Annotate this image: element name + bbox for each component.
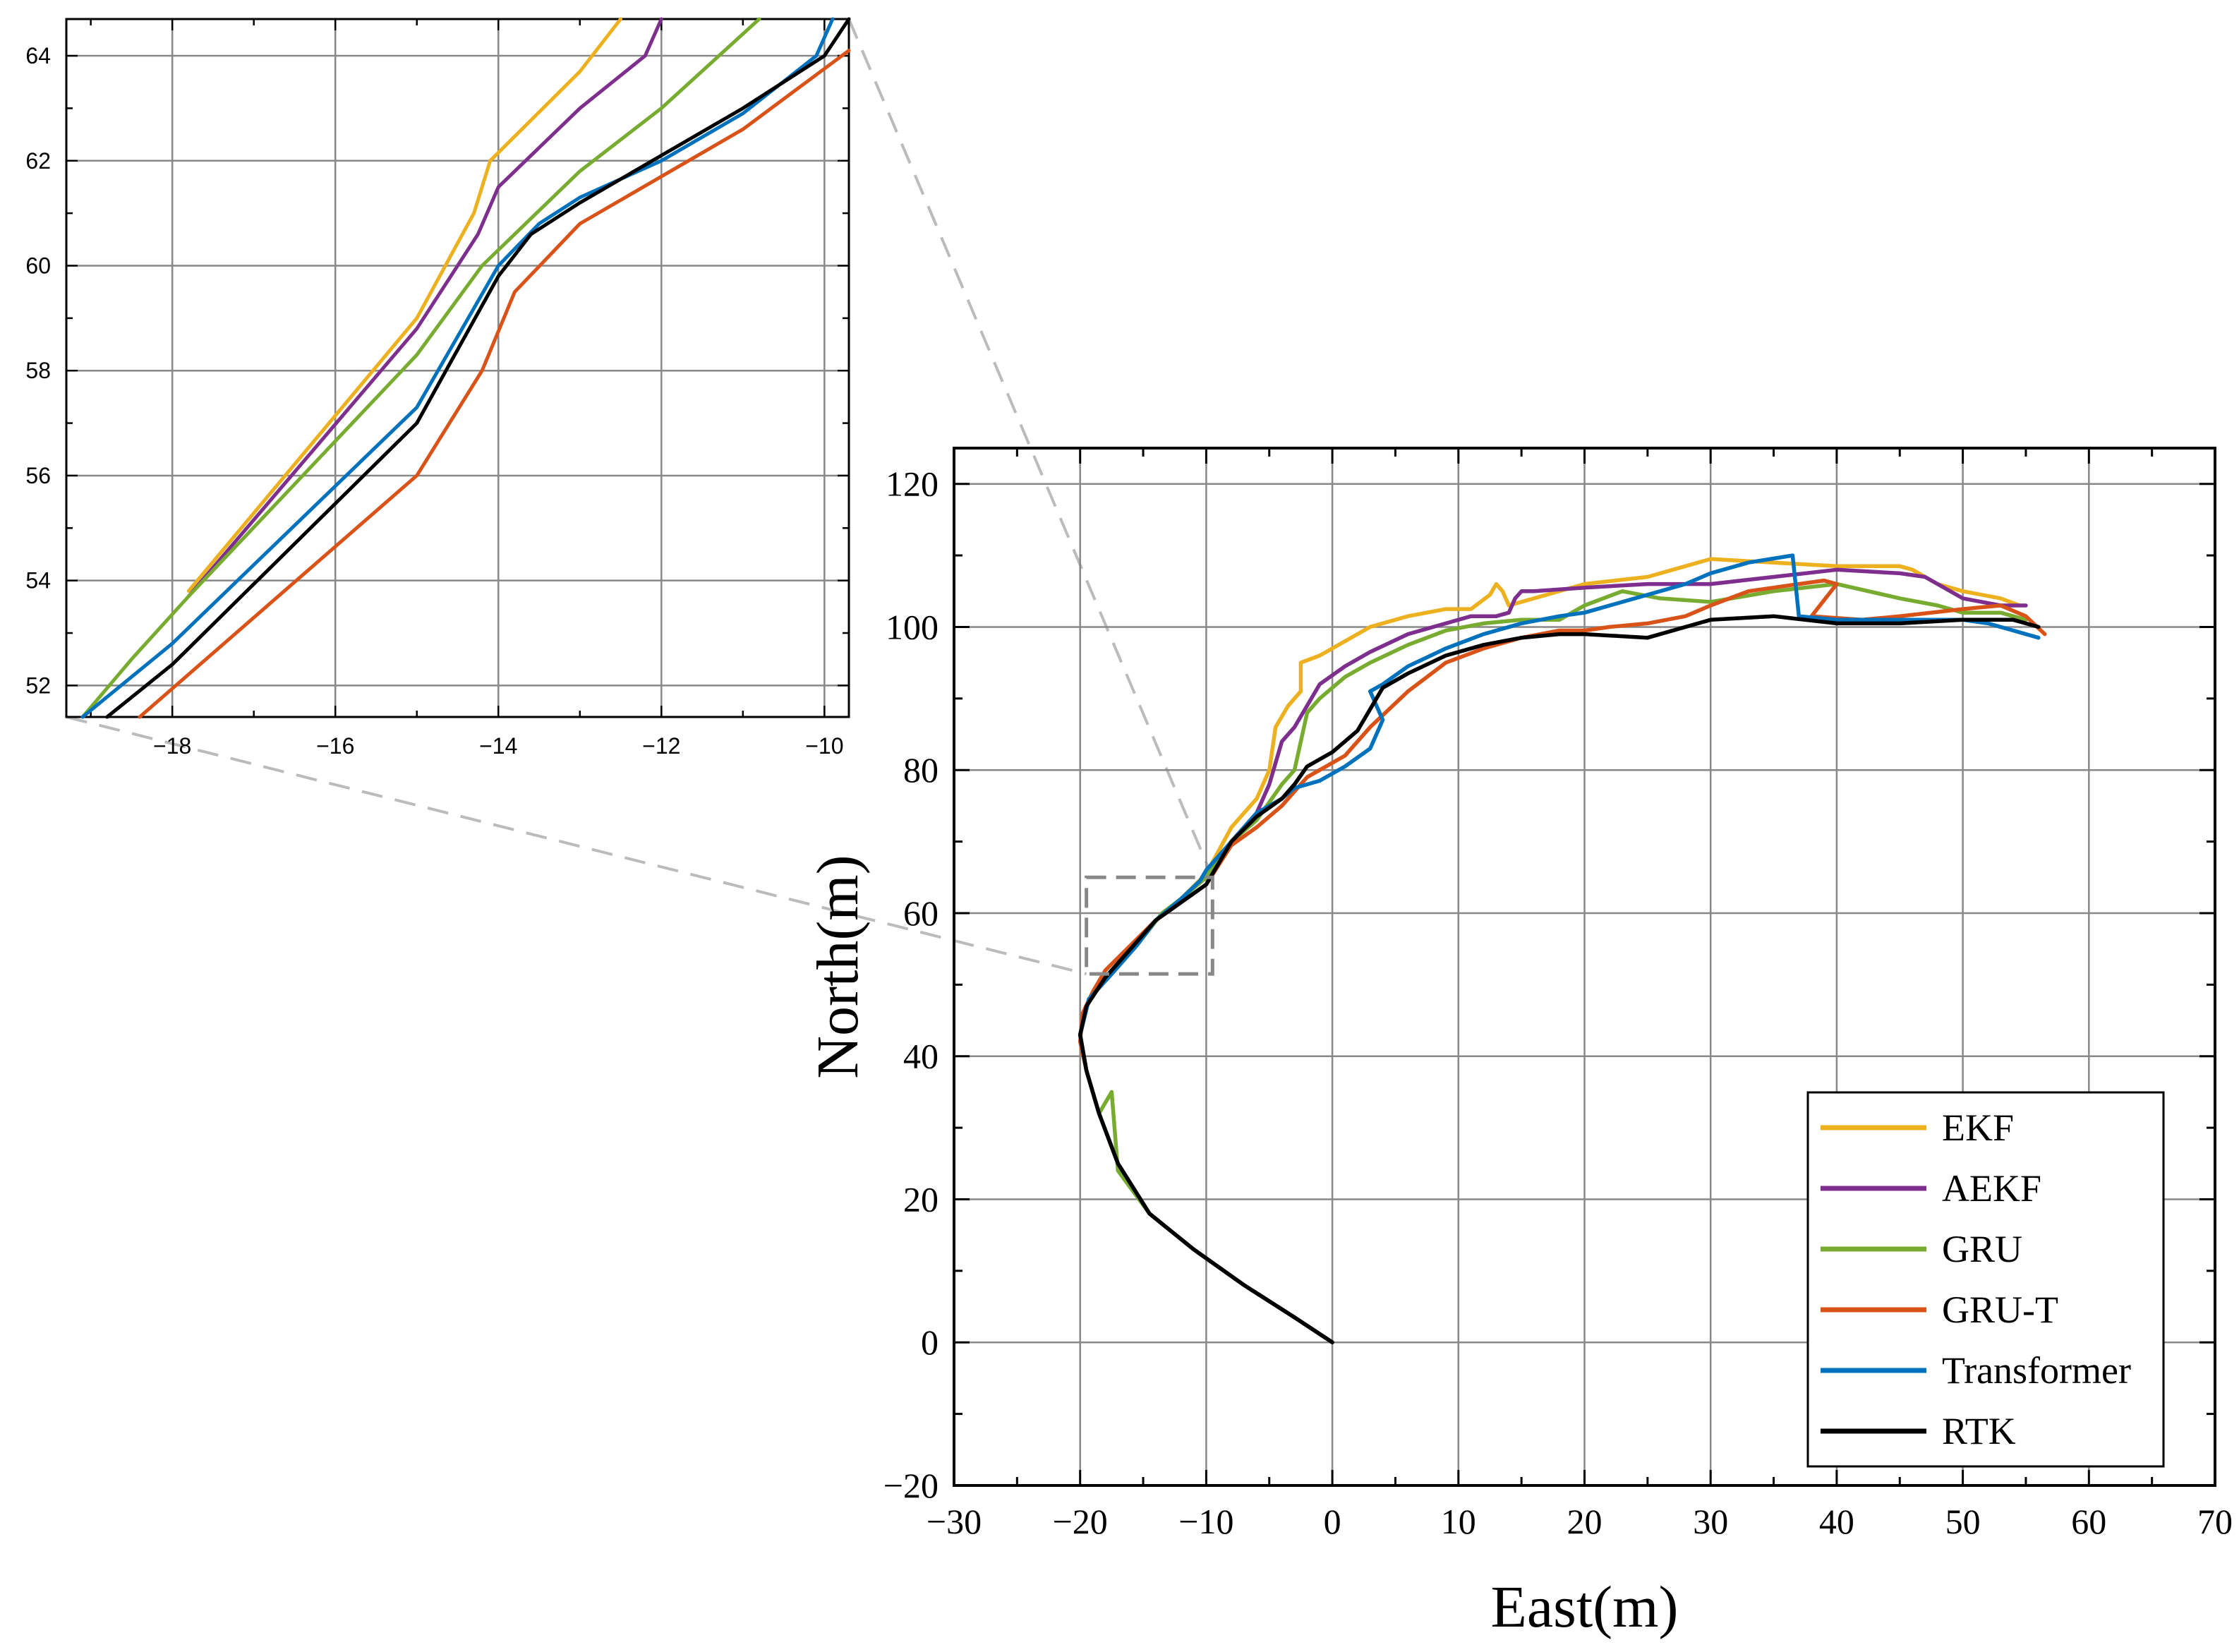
- legend-label-gru: GRU: [1942, 1228, 2022, 1270]
- main-ytick-label: 0: [921, 1322, 939, 1362]
- main-xtick-label: 30: [1693, 1502, 1728, 1541]
- inset-xtick-label: −10: [805, 733, 843, 759]
- y-axis-title: North(m): [805, 855, 871, 1078]
- inset-tick-labels: −18 −16 −14 −12 −10 52 54 56 58 60 62 64: [25, 43, 843, 759]
- inset-xtick-label: −12: [642, 733, 680, 759]
- inset-xtick-label: −18: [153, 733, 191, 759]
- inset-line-aekf: [186, 17, 663, 598]
- main-ytick-label: 100: [886, 607, 939, 646]
- main-xtick-label: −10: [1178, 1502, 1233, 1541]
- inset-series: [80, 17, 851, 719]
- main-series: [1078, 553, 2047, 1344]
- main-xtick-label: 40: [1819, 1502, 1854, 1541]
- inset-line-ekf: [186, 17, 622, 593]
- inset-line-gru: [80, 17, 761, 719]
- legend-label-ekf: EKF: [1942, 1107, 2014, 1149]
- x-axis-title: East(m): [1491, 1574, 1679, 1640]
- inset-ytick-label: 56: [25, 463, 51, 488]
- inset-ytick-label: 64: [25, 43, 51, 68]
- main-ytick-label: 40: [903, 1037, 939, 1076]
- inset-ytick-label: 52: [25, 673, 51, 698]
- zoom-box: [1085, 875, 1214, 976]
- main-ytick-label: 120: [886, 464, 939, 504]
- main-ytick-label: 80: [903, 750, 939, 790]
- main-xtick-label: −20: [1053, 1502, 1108, 1541]
- main-xtick-label: −30: [927, 1502, 982, 1541]
- main-ticks: [953, 448, 2216, 1487]
- legend: EKF AEKF GRU GRU-T Transformer RTK: [1806, 1091, 2165, 1468]
- inset-line-transformer: [80, 17, 835, 719]
- inset-ticks: [66, 19, 849, 717]
- inset-plot: −18 −16 −14 −12 −10 52 54 56 58 60 62 64: [25, 17, 851, 759]
- inset-xtick-label: −14: [479, 733, 517, 759]
- legend-label-gru-t: GRU-T: [1942, 1289, 2058, 1331]
- legend-label-transformer: Transformer: [1942, 1349, 2131, 1392]
- main-xtick-label: 70: [2197, 1502, 2233, 1541]
- legend-label-rtk: RTK: [1942, 1410, 2016, 1452]
- legend-label-aekf: AEKF: [1942, 1167, 2041, 1210]
- main-ytick-label: 20: [903, 1179, 939, 1219]
- connector-bottom: [66, 716, 1087, 976]
- main-xtick-label: 60: [2071, 1502, 2106, 1541]
- inset-grid: [66, 19, 849, 717]
- inset-ytick-label: 62: [25, 148, 51, 174]
- main-xtick-label: 20: [1567, 1502, 1603, 1541]
- inset-xtick-label: −16: [316, 733, 354, 759]
- inset-line-rtk: [105, 17, 851, 719]
- inset-ytick-label: 54: [25, 568, 51, 593]
- main-xtick-label: 50: [1945, 1502, 1981, 1541]
- legend-box: [1806, 1091, 2165, 1468]
- main-xtick-label: 0: [1324, 1502, 1341, 1541]
- zoom-connectors: [66, 18, 1214, 976]
- main-ytick-label: −20: [883, 1466, 939, 1505]
- inset-line-gru-t: [138, 49, 851, 719]
- connector-top: [847, 18, 1214, 879]
- inset-plot-frame: [65, 18, 850, 718]
- main-line-gru: [1078, 581, 2028, 1344]
- main-ytick-label: 60: [903, 893, 939, 933]
- main-line-rtk: [1078, 614, 2041, 1344]
- inset-ytick-label: 60: [25, 253, 51, 278]
- inset-ytick-label: 58: [25, 358, 51, 383]
- main-tick-labels: −30 −20 −10 0 10 20 30 40 50 60 70−200204060801001…: [883, 464, 2233, 1541]
- main-xtick-label: 10: [1441, 1502, 1476, 1541]
